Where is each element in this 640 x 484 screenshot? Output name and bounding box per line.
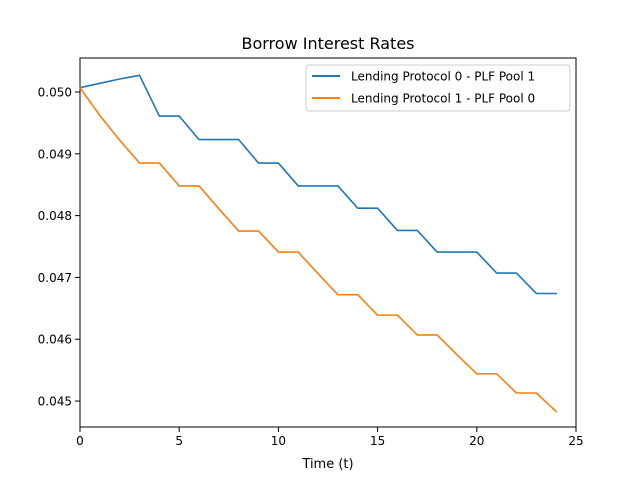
x-tick-label: 15 (370, 434, 385, 448)
legend-item-series-1: Lending Protocol 1 - PLF Pool 0 (312, 92, 535, 106)
x-tick-label: 20 (469, 434, 484, 448)
y-tick-label: 0.050 (38, 85, 72, 99)
y-tick-label: 0.048 (38, 209, 72, 223)
plot-frame (79, 57, 577, 428)
legend-item-series-0: Lending Protocol 0 - PLF Pool 1 (312, 70, 535, 84)
y-tick-label: 0.049 (38, 147, 72, 161)
x-tick-label: 0 (76, 434, 84, 448)
series-line-1 (78, 86, 558, 413)
x-tick-label: 10 (271, 434, 286, 448)
legend-box (305, 64, 571, 112)
y-tick-label: 0.045 (38, 395, 72, 409)
x-tick-label: 5 (175, 434, 183, 448)
series-line-0 (79, 74, 557, 295)
y-axis: 0.045 0.046 0.047 0.048 0.049 0.050 (38, 85, 80, 409)
y-tick-label: 0.046 (38, 333, 72, 347)
legend: Lending Protocol 0 - PLF Pool 1 Lending … (305, 64, 571, 112)
chart-title: Borrow Interest Rates (241, 34, 414, 53)
legend-label-series-1: Lending Protocol 1 - PLF Pool 0 (351, 92, 535, 106)
x-axis-label: Time (t) (301, 457, 353, 472)
x-axis: 0 5 10 15 20 25 (76, 427, 584, 448)
series-layer (78, 74, 558, 413)
legend-label-series-0: Lending Protocol 0 - PLF Pool 1 (351, 70, 535, 84)
x-tick-label: 25 (568, 434, 583, 448)
y-tick-label: 0.047 (38, 271, 72, 285)
plot-area (79, 57, 577, 428)
